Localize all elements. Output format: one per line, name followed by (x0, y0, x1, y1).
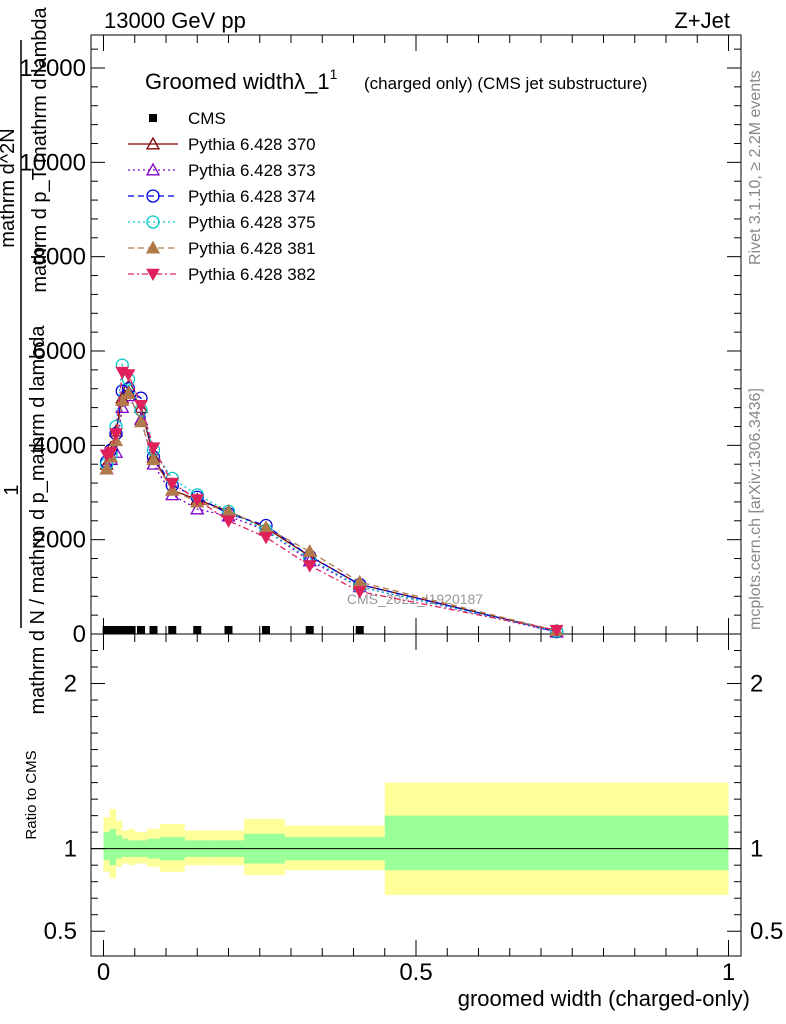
legend-label: Pythia 6.428 373 (188, 161, 316, 180)
series-point (133, 414, 149, 428)
legend-marker (146, 215, 160, 229)
series-line (106, 388, 557, 633)
cms-point (121, 626, 130, 634)
legend-label-cms: CMS (188, 109, 226, 128)
cms-point (193, 626, 202, 634)
series-point (302, 544, 317, 557)
chart-subtitle: (charged only) (CMS jet substructure) (364, 74, 647, 93)
ratio-y-tick-label-right: 2 (750, 671, 763, 698)
main-y-tick-label: 0 (73, 621, 86, 648)
series-point (190, 501, 205, 515)
cms-point (224, 626, 233, 634)
ratio-bands (103, 782, 729, 895)
ylabel-bottom: mathrm d N / mathrm d p_mathrm d lambda (27, 325, 49, 715)
header-right: Z+Jet (674, 8, 730, 33)
chart-title-superscript: 1 (330, 66, 338, 82)
cms-point (102, 626, 111, 634)
series-line (106, 362, 557, 632)
legend-marker (145, 162, 161, 176)
x-axis: 0 0.5 1 (97, 35, 735, 986)
analysis-watermark: CMS_2021_I1920187 (347, 591, 483, 607)
ratio-inner-band (384, 815, 729, 871)
cms-point (115, 626, 124, 634)
ratio-inner-band (109, 828, 116, 866)
rivet-label: Rivet 3.1.10, ≥ 2.2M events (747, 70, 764, 265)
ratio-y-tick-label-right: 1 (750, 836, 763, 863)
ylabel-denominator: mathrm d p_T mathrm d lambda (29, 6, 51, 292)
chart-title: Groomed widthλ_11 (145, 66, 338, 94)
main-y-tick-label: 8000 (33, 244, 86, 271)
series-point (165, 477, 180, 491)
series-point (221, 515, 236, 528)
series-point (302, 560, 317, 573)
cms-point (262, 626, 270, 634)
x-tick-label: 0.5 (399, 959, 432, 986)
legend-marker (146, 268, 160, 282)
ylabel-numerator: mathrm d^2N (0, 128, 19, 247)
series-point (121, 386, 136, 399)
ratio-y-axis: 0.5 0.5 1 1 2 2 (44, 650, 783, 945)
series-point (258, 520, 274, 534)
series-point (549, 624, 564, 638)
chart-title-text: Groomed widthλ_1 (145, 69, 330, 94)
x-tick-label: 1 (722, 959, 735, 986)
cms-point (149, 626, 158, 634)
legend-marker (146, 189, 160, 203)
series-point (109, 428, 123, 441)
series-line (105, 385, 557, 632)
ratio-inner-band (122, 838, 129, 857)
legend-label: Pythia 6.428 375 (188, 213, 316, 232)
main-y-tick-label: 12000 (19, 55, 86, 82)
series-point (190, 494, 205, 507)
legend-marker (145, 240, 161, 254)
cms-points (102, 626, 364, 634)
series-line (106, 371, 557, 631)
series-point (99, 461, 114, 475)
cms-point (127, 626, 136, 634)
ratio-inner-band (116, 835, 123, 859)
ylabel-top: 1 (1, 484, 23, 495)
series-layer (99, 358, 564, 639)
main-y-tick-label: 2000 (33, 527, 86, 554)
series-line (106, 392, 557, 632)
header-left: 13000 GeV pp (104, 8, 246, 33)
legend: CMS Pythia 6.428 370 Pythia 6.428 373 Pythi… (128, 109, 316, 284)
ratio-y-tick-label: 0.5 (44, 918, 77, 945)
series-line (106, 394, 557, 633)
cms-point (305, 626, 314, 634)
legend-marker-cms (149, 114, 157, 122)
main-y-tick-label: 6000 (33, 338, 86, 365)
ratio-y-label: Ratio to CMS (23, 750, 40, 839)
series-point (352, 586, 367, 599)
series-point (146, 442, 161, 455)
series-point (146, 452, 161, 465)
main-y-label: 1 mathrm d N / mathrm d p_mathrm d lambd… (0, 6, 51, 714)
series-point (259, 532, 273, 545)
legend-label: Pythia 6.428 370 (188, 135, 316, 154)
series-point (134, 399, 148, 413)
main-y-axis: 0 2000 4000 6000 8000 10000 12000 (19, 48, 741, 648)
legend-label: Pythia 6.428 381 (188, 239, 316, 258)
series-point (104, 447, 118, 460)
x-tick-label: 0 (97, 959, 110, 986)
ratio-y-tick-label: 2 (64, 671, 77, 698)
legend-marker (145, 136, 161, 150)
cms-point (108, 626, 117, 634)
legend-label: Pythia 6.428 374 (188, 187, 316, 206)
cms-point (168, 626, 177, 634)
ratio-y-tick-label-right: 0.5 (750, 918, 783, 945)
legend-label: Pythia 6.428 382 (188, 265, 316, 284)
main-y-tick-label: 10000 (19, 149, 86, 176)
cms-point (355, 626, 364, 634)
ratio-y-tick-label: 1 (64, 836, 77, 863)
main-y-tick-label: 4000 (33, 432, 86, 459)
series-point (121, 369, 136, 382)
ratio-inner-band (103, 832, 110, 861)
mcplots-label: mcplots.cern.ch [arXiv:1306.3436] (747, 388, 764, 630)
x-axis-label: groomed width (charged-only) (458, 986, 750, 1011)
cms-point (137, 626, 145, 634)
